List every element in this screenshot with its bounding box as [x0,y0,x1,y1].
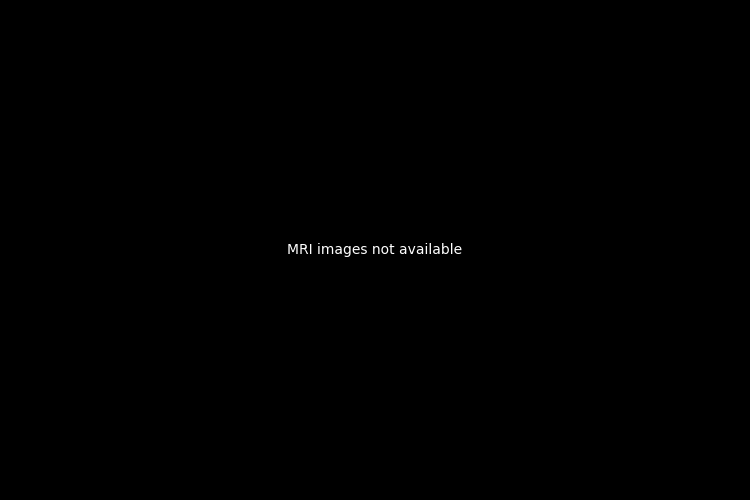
Text: MRI images not available: MRI images not available [287,243,463,257]
